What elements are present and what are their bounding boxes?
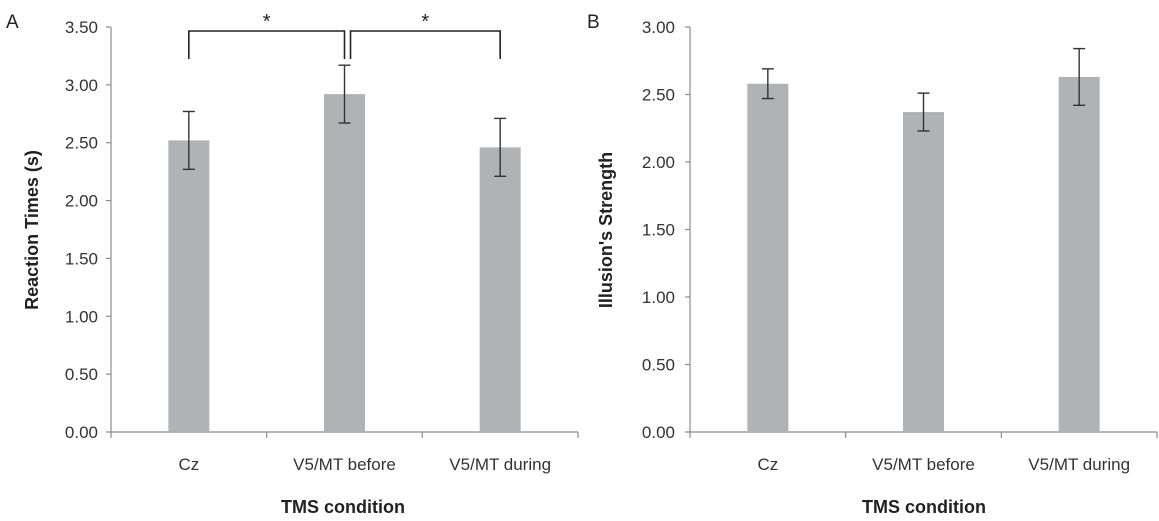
y-tick-label: 1.00	[642, 288, 675, 307]
y-tick-label: 3.00	[65, 76, 98, 95]
x-category-label: Cz	[757, 455, 778, 474]
x-category-label: Cz	[178, 455, 199, 474]
bar	[324, 94, 365, 432]
y-tick-label: 0.50	[65, 365, 98, 384]
significance-bracket	[349, 30, 501, 59]
x-category-label: V5/MT during	[449, 455, 551, 474]
y-tick-label: 1.50	[65, 249, 98, 268]
bar	[903, 112, 944, 433]
bar	[479, 147, 521, 433]
panel-b: B Illusion's Strength TMS condition 0.00…	[587, 12, 1158, 517]
plot-area-b: 0.00 0.50 1.00 1.50 2.00 2.50 3.00 Cz V5/MT befo…	[642, 18, 1158, 474]
bar	[747, 83, 789, 432]
y-tick-label: 3.00	[642, 18, 675, 37]
y-tick-label: 0.50	[642, 356, 675, 375]
y-tick-label: 2.00	[65, 192, 98, 211]
x-category-label: V5/MT during	[1028, 455, 1130, 474]
y-tick-label: 3.50	[65, 18, 98, 37]
y-tick-label: 0.00	[65, 423, 98, 442]
y-tick-label: 2.00	[642, 153, 675, 172]
y-tick-label: 0.00	[642, 423, 675, 442]
bar	[168, 140, 210, 432]
y-tick-label: 1.00	[65, 307, 98, 326]
x-axis-title-b: TMS condition	[862, 497, 986, 517]
x-axis-title-a: TMS condition	[281, 497, 405, 517]
plot-area-a: 0.00 0.50 1.00 1.50 2.00 2.50 3.00 3.50 Cz V5/MT …	[65, 11, 579, 474]
y-tick-label: 2.50	[642, 86, 675, 105]
bar	[1058, 76, 1100, 432]
x-category-label: V5/MT before	[293, 455, 396, 474]
significance-bracket	[188, 30, 346, 59]
y-tick-label: 1.50	[642, 221, 675, 240]
y-tick-label: 2.50	[65, 134, 98, 153]
significance-star: *	[263, 11, 271, 33]
y-axis-title-b: Illusion's Strength	[596, 152, 616, 308]
panel-a: A Reaction Times (s) TMS condition 0.000…	[6, 11, 579, 517]
x-category-label: V5/MT before	[872, 455, 975, 474]
panel-letter-a: A	[6, 12, 19, 33]
y-axis-title-a: Reaction Times (s)	[22, 150, 42, 310]
panel-letter-b: B	[587, 12, 600, 33]
significance-star: *	[421, 11, 429, 33]
